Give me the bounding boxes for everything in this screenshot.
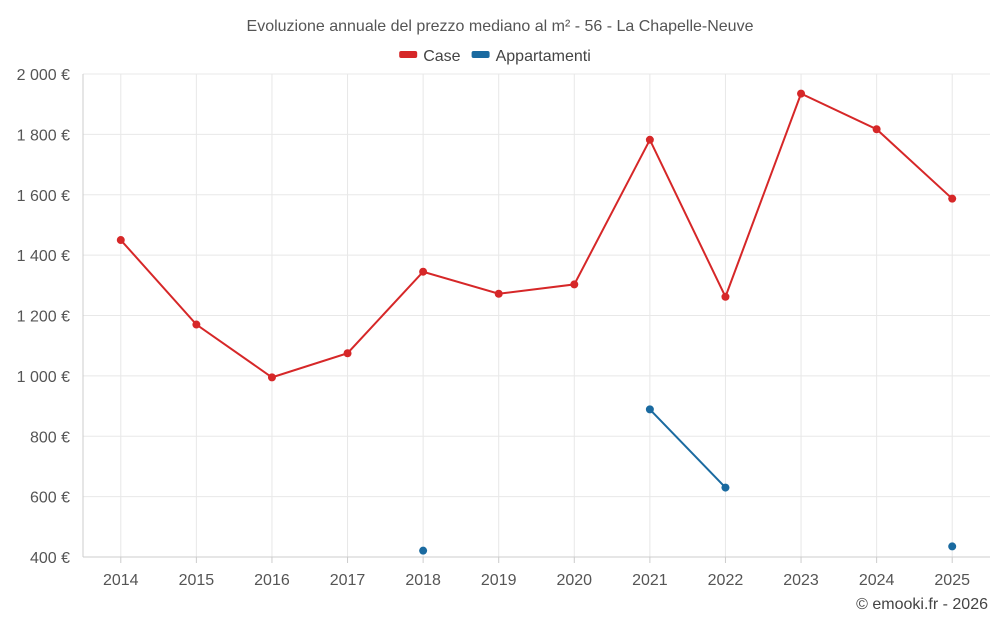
- x-tick-label: 2017: [330, 572, 366, 589]
- data-point[interactable]: [570, 280, 579, 289]
- axes: 400 € 600 € 800 € 1 000 € 1 200 € 1 400 € 1 60…: [17, 67, 990, 589]
- y-tick-label: 1 800 €: [17, 127, 70, 144]
- series-appartamenti: [419, 405, 957, 555]
- data-point[interactable]: [872, 125, 881, 134]
- data-point[interactable]: [494, 289, 503, 298]
- data-point[interactable]: [116, 236, 125, 245]
- series: [116, 89, 957, 555]
- data-point[interactable]: [343, 349, 352, 358]
- legend[interactable]: Case Appartamenti: [399, 48, 591, 65]
- y-tick-label: 1 200 €: [17, 309, 70, 326]
- data-point[interactable]: [721, 292, 730, 301]
- series-line: [649, 408, 727, 489]
- data-point[interactable]: [192, 320, 201, 329]
- grid: [83, 73, 990, 558]
- legend-label: Case: [423, 48, 460, 65]
- data-point[interactable]: [797, 89, 806, 98]
- data-point[interactable]: [948, 542, 957, 551]
- x-tick-label: 2015: [179, 572, 215, 589]
- x-tick-label: 2025: [934, 572, 970, 589]
- x-tick-label: 2014: [103, 572, 139, 589]
- credit-text: © emooki.fr - 2026: [856, 596, 988, 613]
- y-tick-label: 400 €: [30, 550, 70, 567]
- legend-swatch: [399, 51, 418, 58]
- data-point[interactable]: [419, 267, 428, 276]
- legend-item-appartamenti[interactable]: Appartamenti: [471, 48, 591, 65]
- y-tick-label: 800 €: [30, 429, 70, 446]
- data-point[interactable]: [721, 483, 730, 492]
- x-tick-label: 2016: [254, 572, 290, 589]
- x-tick-label: 2022: [708, 572, 744, 589]
- chart-title: Evoluzione annuale del prezzo mediano al…: [247, 18, 754, 35]
- data-point[interactable]: [267, 373, 276, 382]
- y-tick-label: 1 000 €: [17, 369, 70, 386]
- y-tick-label: 600 €: [30, 490, 70, 507]
- x-tick-label: 2019: [481, 572, 517, 589]
- legend-swatch: [471, 51, 490, 58]
- series-line: [120, 92, 953, 379]
- data-point[interactable]: [419, 546, 428, 555]
- data-point[interactable]: [645, 135, 654, 144]
- y-tick-label: 1 400 €: [17, 248, 70, 265]
- series-case: [116, 89, 957, 382]
- x-tick-label: 2023: [783, 572, 819, 589]
- x-tick-label: 2021: [632, 572, 668, 589]
- y-tick-label: 2 000 €: [17, 67, 70, 84]
- y-tick-label: 1 600 €: [17, 188, 70, 205]
- data-point[interactable]: [948, 194, 957, 203]
- legend-label: Appartamenti: [496, 48, 591, 65]
- data-point[interactable]: [645, 405, 654, 414]
- x-tick-label: 2018: [405, 572, 441, 589]
- legend-item-case[interactable]: Case: [399, 48, 461, 65]
- x-tick-label: 2024: [859, 572, 895, 589]
- x-tick-label: 2020: [556, 572, 592, 589]
